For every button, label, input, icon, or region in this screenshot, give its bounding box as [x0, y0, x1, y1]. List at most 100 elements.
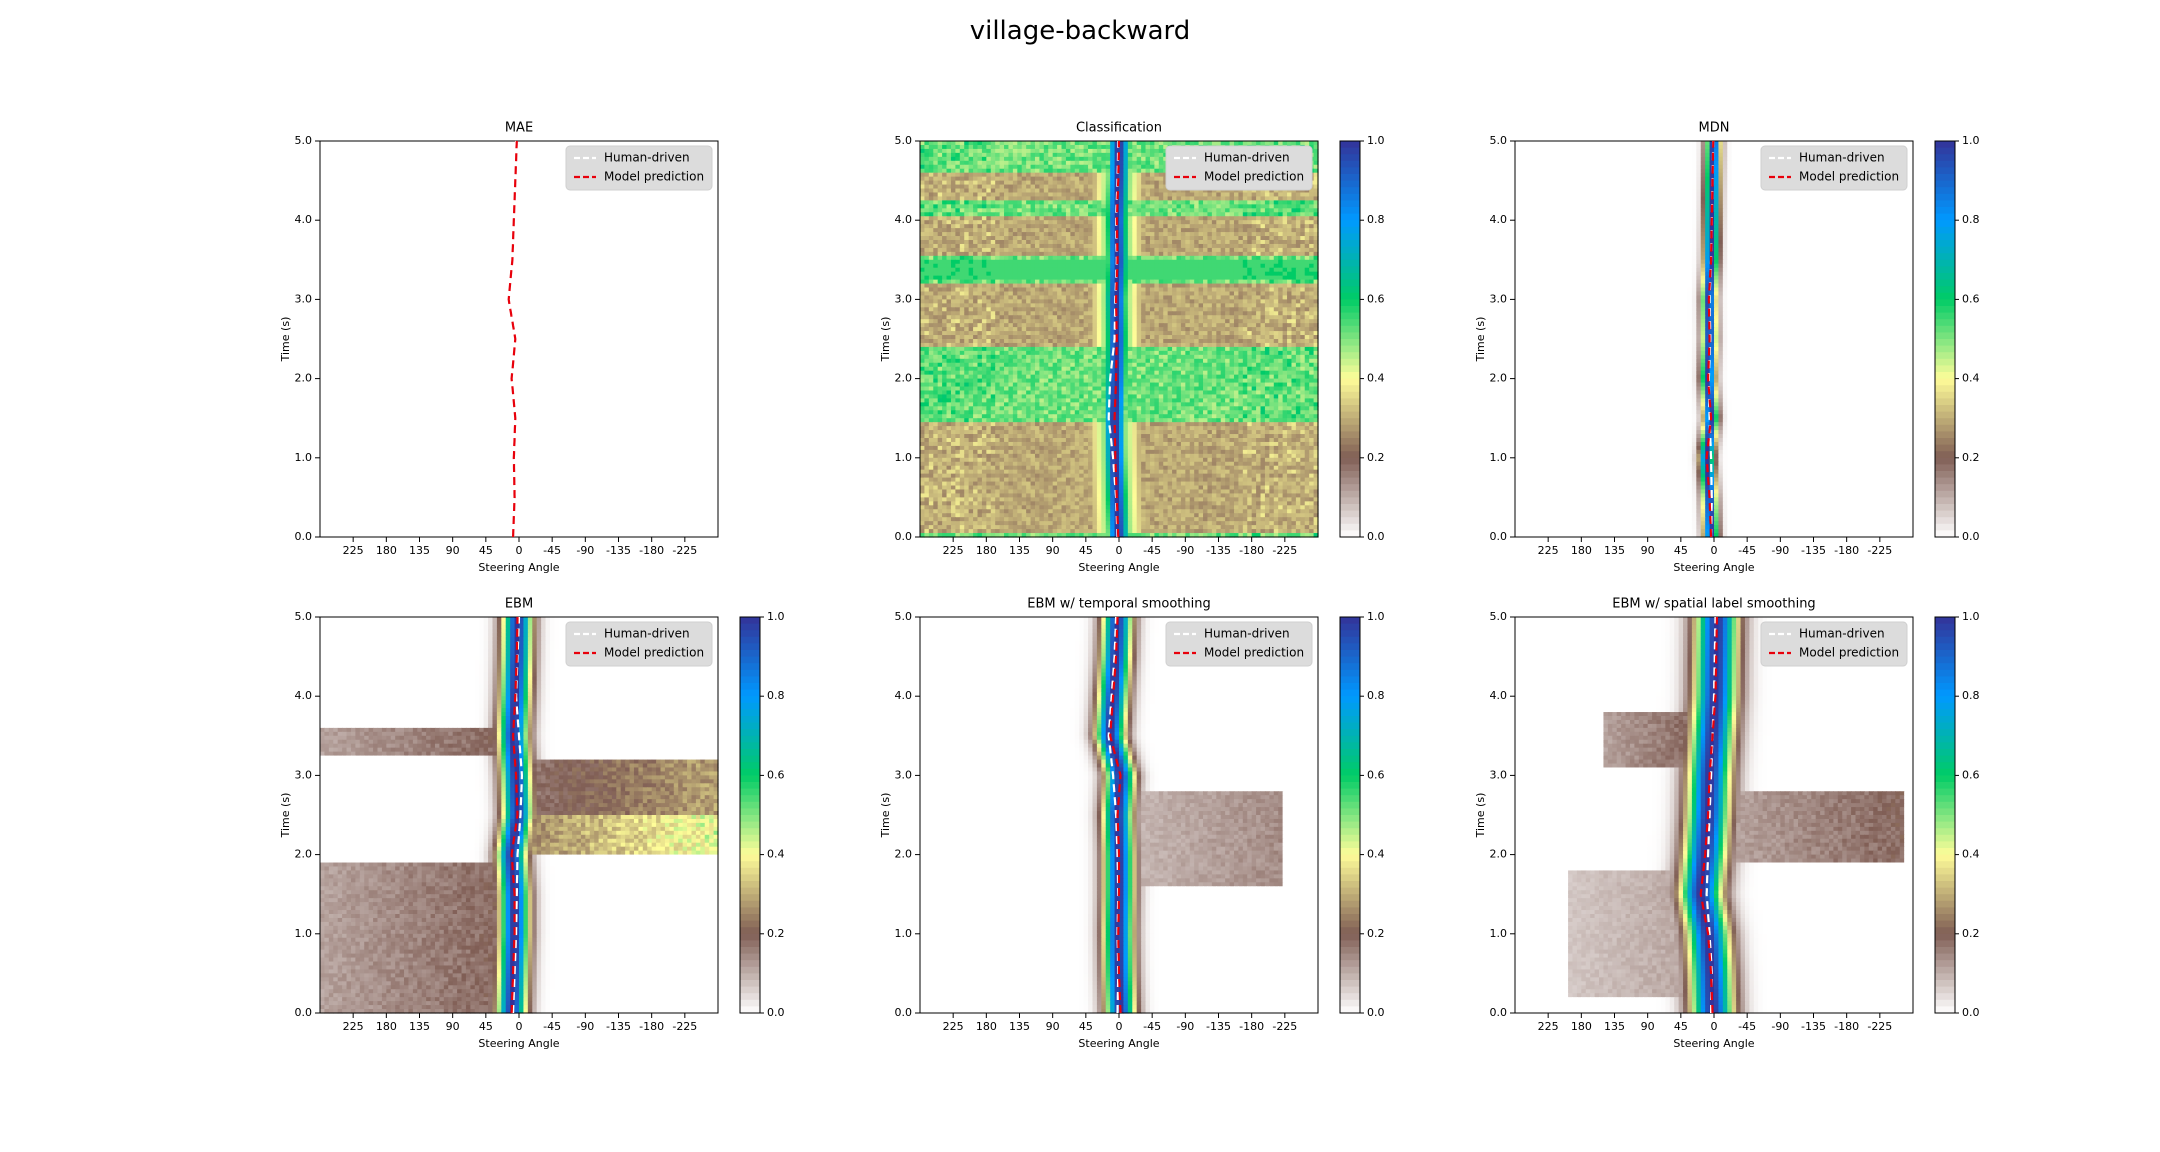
heatmap-cell [1287, 208, 1292, 213]
heatmap-cell [1274, 212, 1279, 217]
heatmap-cell [1287, 141, 1292, 146]
heatmap-cell [1283, 141, 1288, 146]
heatmap-cell [977, 149, 982, 154]
heatmap-cell [1225, 141, 1230, 146]
heatmap-cell [938, 212, 943, 217]
heatmap-cell [1132, 141, 1137, 146]
heatmap-cell [973, 240, 978, 245]
heatmap-cell [1066, 232, 1071, 237]
heatmap-cell [1044, 177, 1049, 182]
heatmap-cell [1203, 212, 1208, 217]
heatmap-cell [969, 204, 974, 209]
heatmap-cell [1004, 232, 1009, 237]
heatmap-cell [929, 228, 934, 233]
heatmap-cell [960, 240, 965, 245]
heatmap-cell [982, 145, 987, 150]
heatmap-cell [1181, 224, 1186, 229]
heatmap-cell [1084, 228, 1089, 233]
heatmap-cell [1305, 141, 1310, 146]
heatmap-cell [1287, 212, 1292, 217]
heatmap-cell [1261, 196, 1266, 201]
heatmap-cell [1256, 192, 1261, 197]
heatmap-cell [1075, 141, 1080, 146]
heatmap-cell [1305, 236, 1310, 241]
heatmap-cell [1172, 232, 1177, 237]
heatmap-cell [1035, 141, 1040, 146]
heatmap-cell [1154, 220, 1159, 225]
heatmap-cell [1212, 141, 1217, 146]
heatmap-cell [1057, 189, 1062, 194]
legend: Human-drivenModel prediction [566, 146, 712, 190]
heatmap-cell [1176, 200, 1181, 205]
heatmap-cell [1075, 169, 1080, 174]
heatmap-cell [920, 196, 925, 201]
heatmap-cell [1207, 196, 1212, 201]
heatmap-cell [1031, 189, 1036, 194]
heatmap-cell [1008, 169, 1013, 174]
heatmap-cell [986, 141, 991, 146]
heatmap-cell [1000, 165, 1005, 170]
heatmap-cell [1150, 141, 1155, 146]
heatmap-cell [1062, 240, 1067, 245]
heatmap-cell [947, 181, 952, 186]
heatmap-cell [1035, 240, 1040, 245]
heatmap-cell [1137, 173, 1142, 178]
heatmap-cell [1181, 232, 1186, 237]
heatmap-cell [1123, 228, 1128, 233]
heatmap-cell [920, 173, 925, 178]
heatmap-cell [1044, 169, 1049, 174]
heatmap-cell [1079, 177, 1084, 182]
heatmap-cell [1221, 192, 1226, 197]
heatmap-cell [1084, 244, 1089, 249]
heatmap-cell [1216, 196, 1221, 201]
heatmap-cell [938, 232, 943, 237]
heatmap-cell [1291, 240, 1296, 245]
heatmap-cell [1066, 161, 1071, 166]
heatmap-cell [977, 145, 982, 150]
heatmap-cell [1031, 244, 1036, 249]
heatmap-cell [1269, 220, 1274, 225]
heatmap-cell [1265, 141, 1270, 146]
heatmap-cell [951, 236, 956, 241]
heatmap-cell [1194, 216, 1199, 221]
heatmap-cell [1283, 232, 1288, 237]
heatmap-cell [1261, 192, 1266, 197]
heatmap-cell [1057, 204, 1062, 209]
heatmap-cell [951, 149, 956, 154]
heatmap-cell [1185, 192, 1190, 197]
heatmap-cell [1212, 212, 1217, 217]
heatmap-cell [1181, 236, 1186, 241]
heatmap-cell [1022, 236, 1027, 241]
heatmap-cell [1159, 145, 1164, 150]
heatmap-cell [1141, 236, 1146, 241]
heatmap-cell [929, 208, 934, 213]
heatmap-cell [1190, 196, 1195, 201]
heatmap-cell [986, 177, 991, 182]
heatmap-cell [929, 196, 934, 201]
heatmap-cell [942, 177, 947, 182]
heatmap-cell [955, 149, 960, 154]
heatmap-cell [964, 157, 969, 162]
heatmap-cell [1000, 212, 1005, 217]
heatmap-cell [1022, 208, 1027, 213]
heatmap-cell [1008, 220, 1013, 225]
heatmap-cell [1039, 212, 1044, 217]
heatmap-cell [920, 169, 925, 174]
heatmap-cell [1252, 240, 1257, 245]
heatmap-cell [1256, 204, 1261, 209]
heatmap-cell [986, 169, 991, 174]
heatmap-cell [1110, 189, 1115, 194]
heatmap-cell [1070, 220, 1075, 225]
heatmap-cell [1106, 224, 1111, 229]
heatmap-cell [1088, 185, 1093, 190]
heatmap-cell [973, 165, 978, 170]
heatmap-cell [938, 224, 943, 229]
heatmap-cell [1225, 216, 1230, 221]
heatmap-cell [1000, 204, 1005, 209]
heatmap-cell [1159, 236, 1164, 241]
heatmap-cell [1088, 208, 1093, 213]
heatmap-cell [1088, 232, 1093, 237]
heatmap-cell [1106, 185, 1111, 190]
heatmap-cell [1119, 185, 1124, 190]
heatmap-cell [964, 185, 969, 190]
